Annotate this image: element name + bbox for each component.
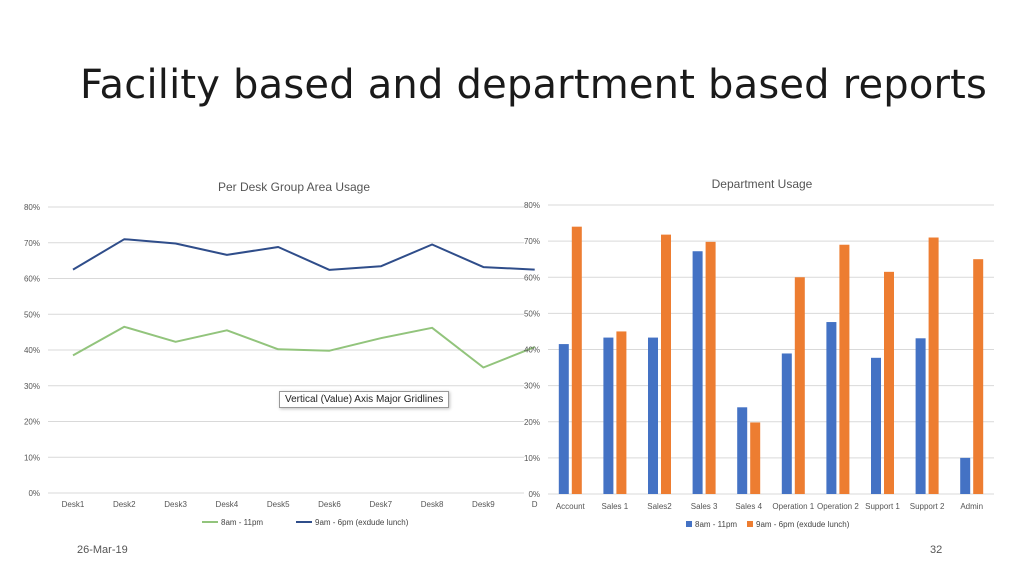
line-legend-label-2: 9am - 6pm (exdude lunch) [315,518,409,527]
bar-chart-xtick-label: Sales2 [647,502,672,511]
bar-chart-ytick-label: 40% [524,346,540,355]
line-chart-ytick-label: 30% [24,382,40,391]
bar-1-6 [781,353,792,494]
bar-2-1 [571,226,582,495]
bar-chart-ytick-label: 80% [524,201,540,210]
bar-chart-xtick-label: Sales 4 [735,502,762,511]
bar-chart-ytick-label: 0% [528,490,540,499]
bar-legend-swatch-1 [686,521,692,527]
gridlines-tooltip: Vertical (Value) Axis Major Gridlines [279,391,450,408]
bar-chart-xtick-label: Admin [960,502,983,511]
bar-legend-label-1: 8am - 11pm [695,520,737,529]
slide-date: 26-Mar-19 [77,544,128,556]
line-chart-xtick-label: D [532,500,538,509]
bar-2-6 [794,277,805,494]
bar-2-3 [661,234,671,494]
bar-legend-swatch-2 [747,521,753,527]
line-chart-xtick-label: Desk3 [164,500,187,509]
line-series-2 [72,238,535,271]
bar-1-8 [871,357,881,494]
line-chart-title: Per Desk Group Area Usage [218,180,370,194]
bar-2-10 [973,259,984,494]
bar-2-9 [928,237,939,494]
bar-2-7 [839,244,850,494]
bar-1-4 [692,251,703,494]
line-legend-label-1: 8am - 11pm [221,518,263,527]
bar-legend-label-2: 9am - 6pm (exdude lunch) [756,520,850,529]
bar-1-5 [737,407,748,494]
bar-2-2 [616,331,627,494]
line-chart-ytick-label: 70% [24,239,40,248]
bar-1-9 [915,338,926,494]
bar-chart-ytick-label: 20% [524,418,540,427]
bar-chart-ytick-label: 10% [524,454,540,463]
line-series-1 [72,325,536,369]
bar-chart-xtick-label: Account [556,502,586,511]
line-chart-xtick-label: Desk9 [472,500,495,509]
bar-1-2 [603,337,614,494]
line-chart-ytick-label: 10% [24,453,40,462]
line-chart-xtick-label: Desk2 [113,500,136,509]
bar-chart-ytick-label: 60% [524,273,540,282]
bar-1-1 [558,344,569,494]
bar-1-3 [648,337,658,494]
bar-chart-xtick-label: Sales 3 [691,502,718,511]
bar-chart-ytick-label: 50% [524,309,540,318]
line-chart-ytick-label: 0% [28,489,40,498]
line-chart-xtick-label: Desk7 [369,500,392,509]
bar-chart-ytick-label: 30% [524,382,540,391]
line-chart-ytick-label: 50% [24,310,40,319]
slide-title: Facility based and department based repo… [80,62,988,108]
line-chart-xtick-label: Desk4 [216,500,239,509]
bar-chart-xtick-label: Support 1 [865,502,900,511]
bar-2-8 [884,271,894,494]
line-chart-ytick-label: 60% [24,275,40,284]
bar-chart-ytick-label: 70% [524,237,540,246]
bar-chart-xtick-label: Operation 1 [772,502,814,511]
line-chart-ytick-label: 80% [24,203,40,212]
line-chart-xtick-label: Desk6 [318,500,341,509]
line-chart-ytick-label: 20% [24,418,40,427]
bar-2-5 [750,422,761,494]
bar-chart-xtick-label: Sales 1 [602,502,629,511]
slide-page-number: 32 [930,544,943,556]
bar-1-7 [826,322,837,494]
line-chart-xtick-label: Desk1 [62,500,85,509]
line-chart-xtick-label: Desk8 [421,500,444,509]
bar-1-10 [960,457,971,494]
bar-chart-xtick-label: Operation 2 [817,502,859,511]
line-chart-xtick-label: Desk5 [267,500,290,509]
bar-2-4 [705,241,716,494]
bar-chart-xtick-label: Support 2 [910,502,945,511]
bar-chart-title: Department Usage [712,177,813,191]
line-chart-ytick-label: 40% [24,346,40,355]
